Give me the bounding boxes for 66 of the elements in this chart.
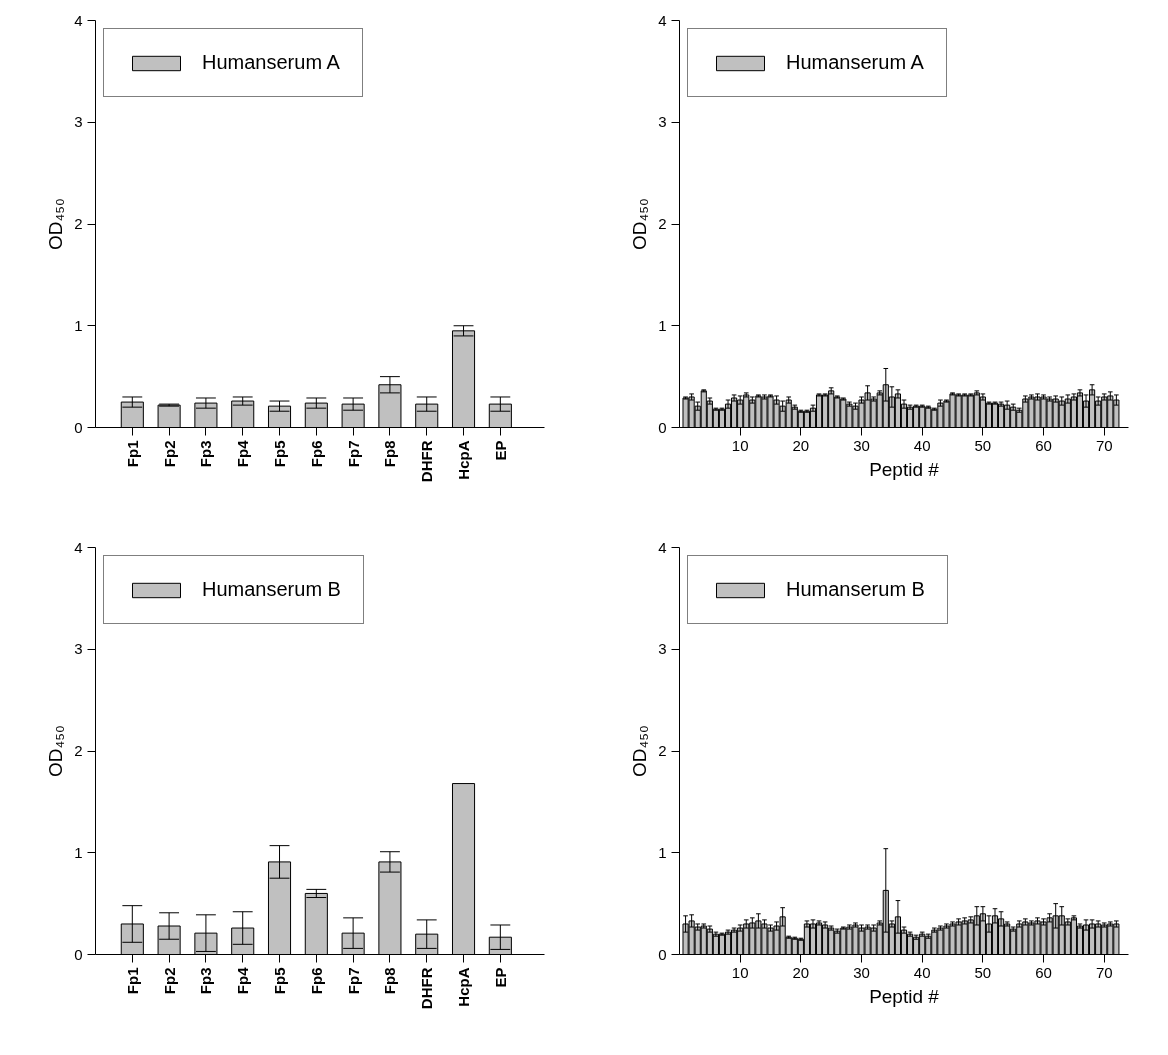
x-tick-label: 10 bbox=[731, 436, 749, 454]
y-tick-label: 3 bbox=[74, 640, 83, 658]
x-tick-label: Fp1 bbox=[123, 967, 141, 995]
x-tick-label: 20 bbox=[792, 963, 810, 981]
y-tick-label: 2 bbox=[74, 742, 83, 759]
x-tick-label: Fp4 bbox=[234, 966, 252, 995]
x-tick-label: Fp7 bbox=[344, 967, 362, 995]
y-tick-label: 1 bbox=[658, 843, 667, 861]
x-tick-label: EP bbox=[491, 967, 509, 988]
y-tick-label: 3 bbox=[658, 113, 667, 131]
x-axis-title: Peptid # bbox=[869, 458, 940, 480]
x-tick-label: 70 bbox=[1095, 436, 1113, 454]
x-tick-label: Fp1 bbox=[123, 440, 141, 468]
x-tick-label: 30 bbox=[853, 436, 870, 454]
x-tick-label: Fp4 bbox=[234, 439, 252, 468]
y-tick-label: 3 bbox=[74, 113, 83, 131]
x-tick-label: 30 bbox=[853, 963, 870, 981]
x-tick-label: HcpA bbox=[455, 967, 473, 1007]
y-tick-label: 1 bbox=[74, 843, 83, 861]
y-tick-label: 4 bbox=[658, 11, 667, 29]
x-tick-label: 50 bbox=[974, 436, 992, 454]
y-axis-title: OD₄₅₀ bbox=[629, 198, 651, 250]
legend-label: Humanserum A bbox=[786, 51, 924, 74]
x-tick-label: 50 bbox=[974, 963, 992, 981]
x-tick-label: 10 bbox=[731, 963, 749, 981]
y-axis-title: OD₄₅₀ bbox=[45, 725, 67, 777]
legend-label: Humanserum B bbox=[202, 578, 341, 601]
x-tick-label: Fp5 bbox=[271, 440, 289, 468]
x-tick-label: HcpA bbox=[455, 440, 473, 480]
y-tick-label: 0 bbox=[74, 418, 83, 436]
legend-label: Humanserum A bbox=[202, 51, 340, 74]
y-tick-label: 4 bbox=[74, 11, 83, 29]
x-tick-label: DHFR bbox=[418, 967, 436, 1010]
x-tick-label: Fp7 bbox=[344, 440, 362, 468]
x-tick-label: Fp2 bbox=[160, 440, 178, 468]
x-tick-label: 60 bbox=[1035, 963, 1052, 981]
legend-label: Humanserum B bbox=[786, 578, 925, 601]
x-tick-label: Fp5 bbox=[271, 967, 289, 995]
y-tick-label: 2 bbox=[658, 215, 667, 232]
x-tick-label: Fp8 bbox=[381, 440, 399, 468]
y-tick-label: 4 bbox=[658, 538, 667, 556]
y-tick-label: 2 bbox=[74, 215, 83, 232]
x-tick-label: DHFR bbox=[418, 440, 436, 483]
x-tick-label: Fp8 bbox=[381, 967, 399, 995]
y-tick-label: 4 bbox=[74, 538, 83, 556]
x-tick-label: 40 bbox=[913, 436, 931, 454]
y-axis-title: OD₄₅₀ bbox=[45, 198, 67, 250]
y-tick-label: 1 bbox=[74, 316, 83, 334]
x-tick-label: 20 bbox=[792, 436, 810, 454]
y-tick-label: 0 bbox=[658, 418, 667, 436]
x-axis-title: Peptid # bbox=[869, 985, 940, 1007]
x-tick-label: Fp3 bbox=[197, 440, 215, 468]
x-tick-label: 60 bbox=[1035, 436, 1052, 454]
x-tick-label: Fp6 bbox=[307, 440, 325, 468]
x-tick-label: 40 bbox=[913, 963, 931, 981]
x-tick-label: Fp6 bbox=[307, 967, 325, 995]
x-tick-label: Fp3 bbox=[197, 967, 215, 995]
y-axis-title: OD₄₅₀ bbox=[629, 725, 651, 777]
y-tick-label: 3 bbox=[658, 640, 667, 658]
x-tick-label: 70 bbox=[1095, 963, 1113, 981]
x-tick-label: Fp2 bbox=[160, 967, 178, 995]
y-tick-label: 2 bbox=[658, 742, 667, 759]
y-tick-label: 0 bbox=[658, 945, 667, 963]
y-tick-label: 0 bbox=[74, 945, 83, 963]
x-tick-label: EP bbox=[491, 440, 509, 461]
y-tick-label: 1 bbox=[658, 316, 667, 334]
